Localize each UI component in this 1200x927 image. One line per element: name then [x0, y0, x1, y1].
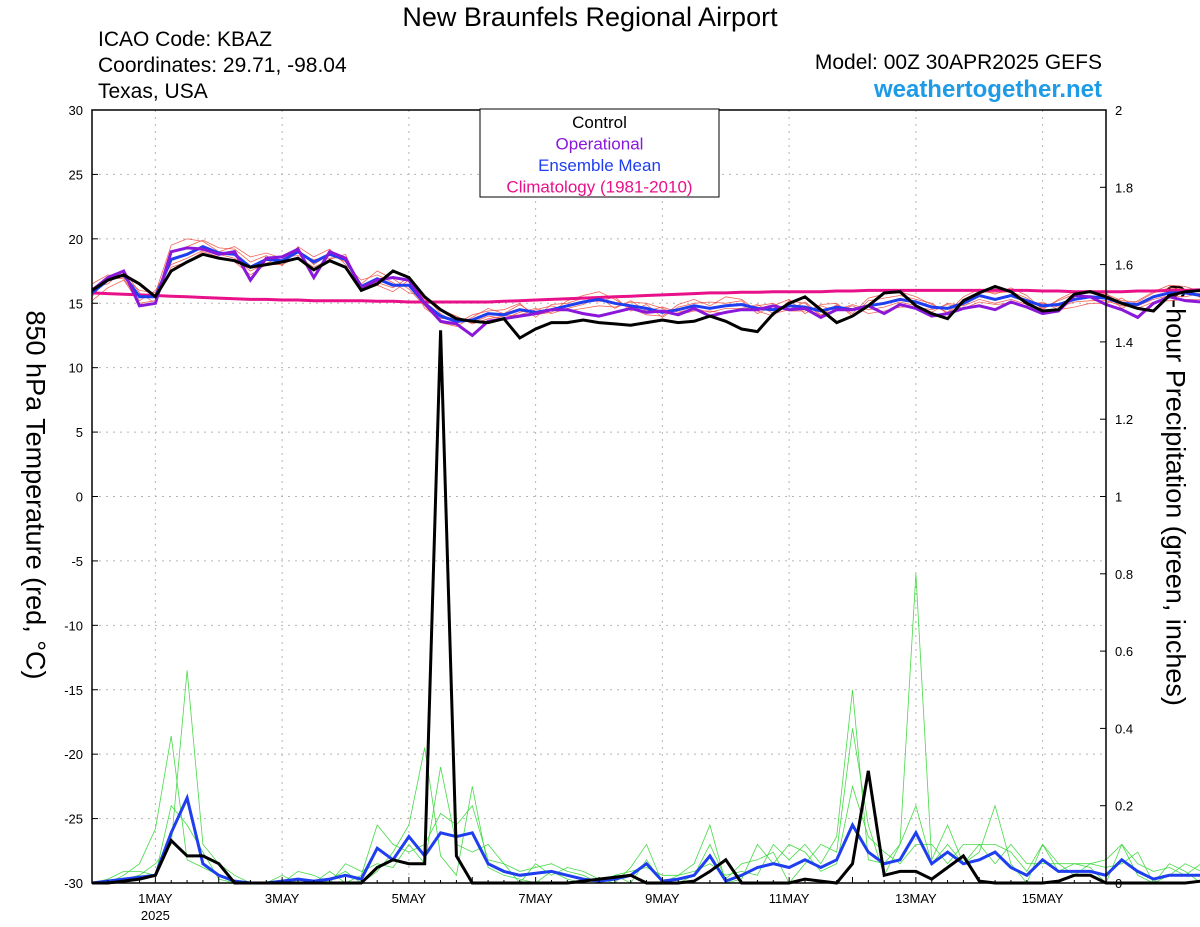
legend-entry: Operational — [556, 135, 644, 154]
y-right-tick-label: 1 — [1115, 490, 1122, 505]
x-tick-label: 15MAY — [1022, 891, 1064, 906]
y-left-tick-label: 20 — [69, 232, 83, 247]
y-left-tick-label: 0 — [76, 490, 83, 505]
legend-entry: Control — [572, 113, 627, 132]
climatology-line — [91, 288, 1200, 304]
y-left-tick-label: -30 — [64, 876, 83, 891]
y-right-tick-label: 0.4 — [1115, 721, 1133, 736]
grid-lines — [92, 110, 1106, 883]
x-tick-label: 11MAY — [769, 891, 810, 906]
precip-control-line — [92, 330, 1200, 885]
y-right-tick-label: 0.6 — [1115, 644, 1133, 659]
y-right-tick-label: 1.4 — [1115, 335, 1133, 350]
y-left-tick-label: -25 — [64, 812, 83, 827]
temp-operational-line — [91, 246, 1200, 338]
x-tick-label: 7MAY — [518, 891, 553, 906]
y-left-tick-label: -5 — [71, 554, 83, 569]
y-right-tick-label: 0.2 — [1115, 799, 1133, 814]
y-left-tick-label: -20 — [64, 747, 83, 762]
legend-entry: Climatology (1981-2010) — [506, 178, 692, 197]
coordinates: Coordinates: 29.71, -98.04 — [98, 54, 347, 77]
y-right-tick-label: 0 — [1115, 876, 1122, 891]
x-tick-label: 3MAY — [265, 891, 300, 906]
temp-control-line — [91, 252, 1200, 340]
axes: -30-25-20-15-10-505101520253000.20.40.60… — [64, 103, 1133, 923]
y-left-tick-label: 15 — [69, 296, 83, 311]
y-right-tick-label: 1.8 — [1115, 180, 1133, 195]
x-tick-label: 5MAY — [392, 891, 427, 906]
legend-entry: Ensemble Mean — [538, 156, 661, 175]
model-run: Model: 00Z 30APR2025 GEFS — [814, 51, 1102, 74]
y-right-tick-label: 0.8 — [1115, 567, 1133, 582]
x-tick-label: 1MAY — [138, 891, 173, 906]
precip-member-line — [92, 670, 1200, 884]
x-tick-label: 9MAY — [645, 891, 680, 906]
icao-code: ICAO Code: KBAZ — [98, 28, 272, 51]
y-right-tick-label: 1.2 — [1115, 412, 1133, 427]
y-left-tick-label: 10 — [69, 361, 83, 376]
location: Texas, USA — [98, 80, 208, 103]
legend-box — [479, 108, 720, 198]
y-right-tick-label: 1.6 — [1115, 258, 1133, 273]
chart-title: New Braunfels Regional Airport — [402, 2, 778, 32]
precip-ensemble-mean-line — [91, 793, 1200, 885]
legend: Control Operational Ensemble Mean Climatolo… — [479, 108, 720, 198]
x-tick-sublabel: 2025 — [141, 908, 170, 923]
y-left-tick-label: -10 — [64, 618, 83, 633]
x-tick-label: 13MAY — [895, 891, 937, 906]
precip-member-line — [91, 573, 1200, 884]
site-link[interactable]: weathertogether.net — [873, 76, 1102, 103]
temp-member-line — [91, 239, 1200, 325]
y-left-tick-label: 30 — [69, 103, 83, 118]
y-left-tick-label: -15 — [64, 683, 83, 698]
precip-members — [91, 573, 1200, 884]
y-left-tick-label: 25 — [69, 167, 83, 182]
y-right-tick-label: 2 — [1115, 103, 1122, 118]
y-left-tick-label: 5 — [76, 425, 83, 440]
